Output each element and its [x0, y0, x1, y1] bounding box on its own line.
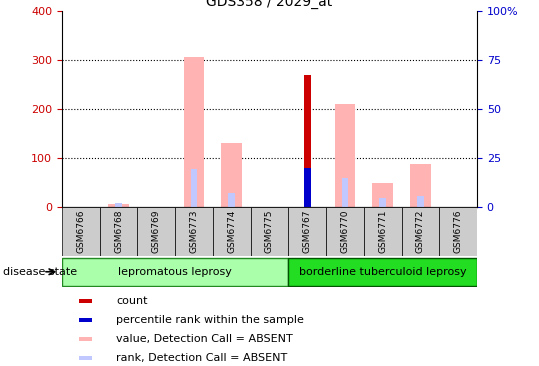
Bar — [191, 169, 197, 207]
Bar — [108, 204, 129, 207]
Bar — [213, 207, 251, 256]
Text: GSM6769: GSM6769 — [152, 209, 161, 253]
Bar — [115, 203, 122, 207]
Bar — [184, 57, 204, 207]
Bar — [335, 104, 355, 207]
Bar — [251, 207, 288, 256]
Bar — [175, 207, 213, 256]
Text: GSM6775: GSM6775 — [265, 209, 274, 253]
Text: GSM6768: GSM6768 — [114, 209, 123, 253]
Bar — [79, 299, 92, 303]
Bar — [79, 337, 92, 341]
Bar — [100, 207, 137, 256]
Bar — [417, 196, 424, 207]
Text: GSM6771: GSM6771 — [378, 209, 387, 253]
Text: count: count — [116, 296, 148, 306]
Text: disease state: disease state — [3, 267, 77, 277]
Title: GDS358 / 2029_at: GDS358 / 2029_at — [206, 0, 333, 8]
Text: GSM6767: GSM6767 — [303, 209, 312, 253]
Bar — [222, 143, 242, 207]
Bar — [62, 207, 100, 256]
Bar — [402, 207, 439, 256]
Text: rank, Detection Call = ABSENT: rank, Detection Call = ABSENT — [116, 353, 287, 363]
Text: GSM6766: GSM6766 — [77, 209, 85, 253]
Bar — [410, 164, 431, 207]
Bar — [79, 318, 92, 322]
Bar — [137, 207, 175, 256]
Bar — [304, 168, 310, 207]
Bar — [229, 193, 235, 207]
Text: lepromatous leprosy: lepromatous leprosy — [118, 267, 232, 277]
Text: GSM6774: GSM6774 — [227, 209, 236, 253]
Text: value, Detection Call = ABSENT: value, Detection Call = ABSENT — [116, 334, 293, 344]
Text: GSM6772: GSM6772 — [416, 209, 425, 253]
Bar — [288, 207, 326, 256]
Bar — [326, 207, 364, 256]
Bar — [379, 198, 386, 207]
Bar — [62, 258, 288, 286]
Text: borderline tuberculoid leprosy: borderline tuberculoid leprosy — [299, 267, 466, 277]
Bar — [372, 183, 393, 207]
Bar — [288, 258, 477, 286]
Text: GSM6770: GSM6770 — [341, 209, 349, 253]
Bar — [79, 356, 92, 361]
Bar — [304, 75, 310, 207]
Text: GSM6773: GSM6773 — [190, 209, 198, 253]
Bar — [439, 207, 477, 256]
Bar — [364, 207, 402, 256]
Text: percentile rank within the sample: percentile rank within the sample — [116, 315, 304, 325]
Bar — [342, 178, 348, 207]
Text: GSM6776: GSM6776 — [454, 209, 462, 253]
